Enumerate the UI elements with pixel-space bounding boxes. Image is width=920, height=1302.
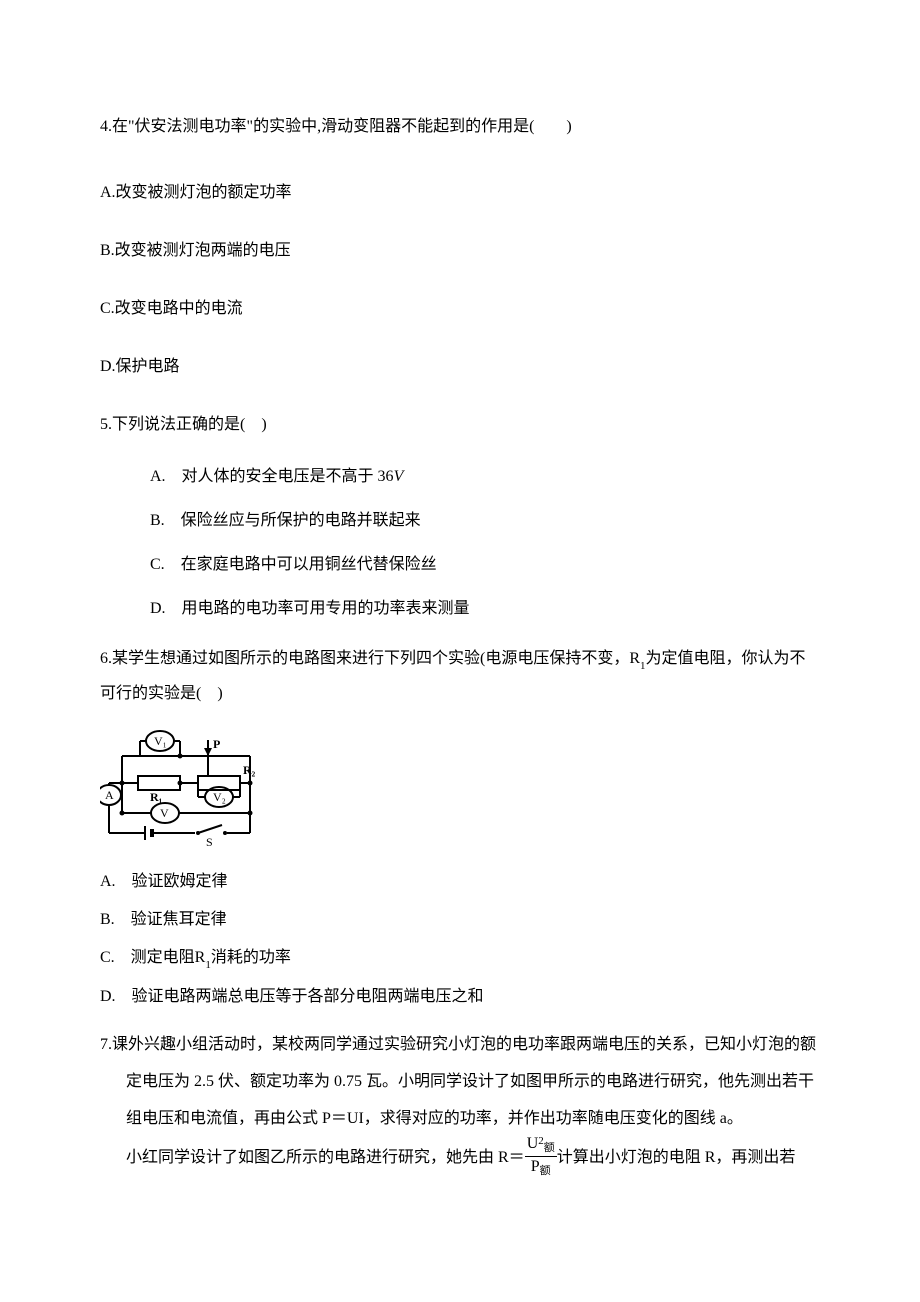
- q6-option-b: B. 验证焦耳定律: [100, 908, 820, 932]
- q7-line2: 小红同学设计了如图乙所示的电路进行研究，她先由 R＝U2额P额计算出小灯泡的电阻…: [100, 1138, 820, 1179]
- q6-option-d: D. 验证电路两端总电压等于各部分电阻两端电压之和: [100, 985, 820, 1009]
- question-5: 5.下列说法正确的是( ) A. 对人体的安全电压是不高于 36V B. 保险丝…: [100, 413, 820, 621]
- label-r1: R₁: [150, 790, 163, 804]
- q6-option-a: A. 验证欧姆定律: [100, 870, 820, 894]
- circuit-diagram: V₁ V₂ V A R₁ R₂ P S: [100, 728, 820, 848]
- q6-prompt-sub: 1: [640, 660, 646, 672]
- question-6: 6.某学生想通过如图所示的电路图来进行下列四个实验(电源电压保持不变，R1为定值…: [100, 641, 820, 1009]
- fraction: U2额P额: [525, 1136, 557, 1177]
- circuit-svg: V₁ V₂ V A R₁ R₂ P S: [100, 728, 270, 848]
- q5-option-a: A. 对人体的安全电压是不高于 36V: [150, 465, 820, 489]
- label-r2: R₂: [243, 763, 256, 777]
- frac-den-sub: 额: [540, 1165, 551, 1177]
- q4-option-d: D.保护电路: [100, 355, 820, 379]
- q7-prompt: 7.课外兴趣小组活动时，某校两同学通过实验研究小灯泡的电功率跟两端电压的关系，已…: [126, 1027, 820, 1137]
- worksheet-page: 4.在"伏安法测电功率"的实验中,滑动变阻器不能起到的作用是( ) A.改变被测…: [0, 0, 920, 1239]
- q6-c-b: 消耗的功率: [211, 949, 291, 966]
- q4-prompt: 4.在"伏安法测电功率"的实验中,滑动变阻器不能起到的作用是( ): [100, 115, 820, 139]
- label-p: P: [213, 737, 220, 751]
- q6-prompt: 6.某学生想通过如图所示的电路图来进行下列四个实验(电源电压保持不变，R1为定值…: [100, 641, 820, 712]
- q5-a-text: A. 对人体的安全电压是不高于 36: [150, 468, 394, 485]
- q4-option-b: B.改变被测灯泡两端的电压: [100, 239, 820, 263]
- frac-num-sub: 额: [544, 1142, 555, 1154]
- q4-option-a: A.改变被测灯泡的额定功率: [100, 181, 820, 205]
- frac-u: U: [527, 1135, 539, 1152]
- q5-options: A. 对人体的安全电压是不高于 36V B. 保险丝应与所保护的电路并联起来 C…: [100, 465, 820, 621]
- label-s: S: [206, 835, 213, 848]
- fraction-numerator: U2额: [525, 1136, 557, 1157]
- q5-option-c: C. 在家庭电路中可以用铜丝代替保险丝: [150, 553, 820, 577]
- q7-line2-b: 计算出小灯泡的电阻 R，再测出若: [557, 1149, 796, 1166]
- q5-prompt: 5.下列说法正确的是( ): [100, 413, 820, 437]
- fraction-denominator: P额: [525, 1157, 557, 1177]
- label-a: A: [105, 788, 114, 802]
- q7-line2-a: 小红同学设计了如图乙所示的电路进行研究，她先由 R＝: [126, 1149, 525, 1166]
- label-v: V: [160, 806, 169, 820]
- q6-option-c: C. 测定电阻R1消耗的功率: [100, 946, 820, 972]
- q5-option-d: D. 用电路的电功率可用专用的功率表来测量: [150, 597, 820, 621]
- q5-prompt-text: 5.下列说法正确的是( ): [100, 416, 267, 433]
- q4-option-c: C.改变电路中的电流: [100, 297, 820, 321]
- q5-a-unit: V: [394, 468, 404, 485]
- question-4: 4.在"伏安法测电功率"的实验中,滑动变阻器不能起到的作用是( ) A.改变被测…: [100, 115, 820, 379]
- label-v2: V₂: [213, 790, 226, 804]
- q5-option-b: B. 保险丝应与所保护的电路并联起来: [150, 509, 820, 533]
- question-7: 7.课外兴趣小组活动时，某校两同学通过实验研究小灯泡的电功率跟两端电压的关系，已…: [100, 1027, 820, 1178]
- q6-c-sub: 1: [205, 959, 211, 971]
- q6-prompt-a: 6.某学生想通过如图所示的电路图来进行下列四个实验(电源电压保持不变，R: [100, 650, 640, 667]
- frac-p: P: [531, 1158, 540, 1175]
- q6-c-a: C. 测定电阻R: [100, 949, 205, 966]
- label-v1: V₁: [154, 734, 167, 748]
